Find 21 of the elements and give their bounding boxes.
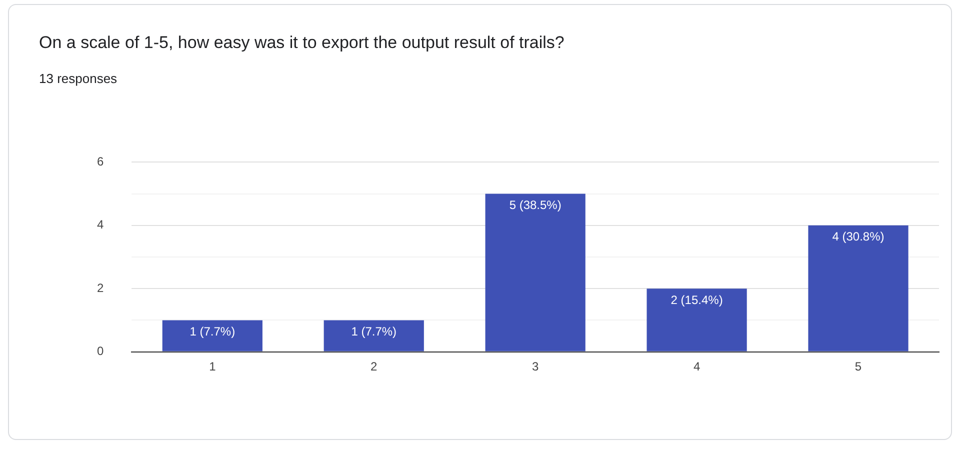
x-tick-label: 4 <box>693 359 700 374</box>
data-label: 2 (15.4%) <box>670 292 723 307</box>
data-label: 1 (7.7%) <box>351 324 397 339</box>
y-tick-label: 4 <box>96 218 104 232</box>
x-tick-label: 5 <box>854 359 862 374</box>
chart-title: On a scale of 1-5, how easy was it to export the output result of trails? <box>39 33 564 53</box>
data-label: 4 (30.8%) <box>832 230 884 244</box>
bar <box>162 320 262 352</box>
bar <box>646 288 747 352</box>
y-tick-label: 6 <box>96 154 104 169</box>
x-tick-label: 1 <box>209 359 216 374</box>
data-label: 5 (38.5%) <box>509 198 562 212</box>
bar <box>485 194 586 352</box>
x-tick-label: 2 <box>370 359 378 374</box>
x-tick-label: 3 <box>532 359 539 374</box>
bar <box>808 225 908 352</box>
y-tick-label: 2 <box>96 280 104 295</box>
chart-subtitle: 13 responses <box>39 71 118 86</box>
bar <box>324 320 424 352</box>
y-tick-label: 0 <box>96 344 104 358</box>
data-label: 1 (7.7%) <box>190 324 236 339</box>
